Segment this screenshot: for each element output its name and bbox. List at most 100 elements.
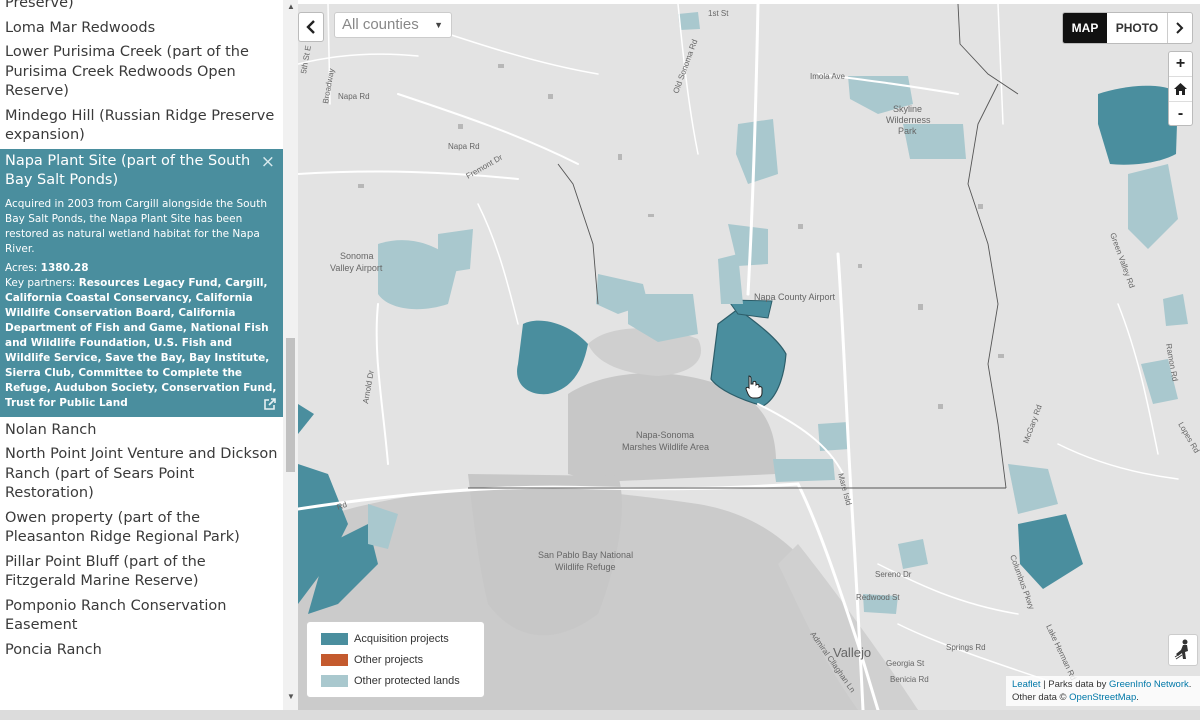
pegman-icon (1174, 639, 1188, 660)
map-label: Wilderness (886, 115, 931, 125)
collapse-sidebar-button[interactable] (298, 12, 324, 42)
list-item-selected[interactable]: Napa Plant Site (part of the South Bay S… (0, 148, 283, 417)
legend-item: Other protected lands (321, 674, 460, 688)
list-item[interactable]: Mindego Hill (Russian Ridge Preserve exp… (0, 105, 283, 149)
map-label: Wildlife Refuge (555, 562, 616, 572)
map-label: Vallejo (833, 645, 871, 660)
map-label: Napa Rd (338, 92, 370, 101)
list-item-label: North Point Joint Venture and Dickson Ra… (5, 446, 278, 501)
street-view-button[interactable] (1168, 634, 1198, 666)
legend-item: Acquisition projects (321, 632, 449, 646)
map-label: Lake Herman Rd (1044, 623, 1078, 682)
scrollbar-thumb[interactable] (286, 338, 295, 472)
map-label: Old Sonoma Rd (671, 38, 699, 95)
list-item-label: Mindego Hill (Russian Ridge Preserve exp… (5, 107, 275, 144)
list-item-label: Poncia Ranch (5, 641, 102, 658)
list-item-label: Pillar Point Bluff (part of the Fitzgera… (5, 553, 206, 590)
legend-label: Other protected lands (354, 675, 460, 687)
attribution-text: | Parks data by (1040, 679, 1110, 690)
photo-basemap-button[interactable]: PHOTO (1107, 13, 1168, 43)
map-label: Marshes Wildlife Area (622, 442, 709, 452)
attribution-line-2: Other data © OpenStreetMap. (1012, 691, 1196, 704)
map-basemap-button[interactable]: MAP (1063, 13, 1107, 43)
map-label: McGary Rd (1021, 404, 1043, 445)
attribution-text: . (1188, 679, 1192, 690)
list-item[interactable]: Pillar Point Bluff (part of the Fitzgera… (0, 551, 283, 595)
legend-swatch (321, 675, 348, 687)
zoom-in-button[interactable]: + (1169, 52, 1192, 77)
acres-label: Acres: (5, 261, 38, 274)
map-label: San Pablo Bay National (538, 550, 633, 560)
close-icon[interactable]: × (260, 151, 275, 172)
map-legend: Acquisition projects Other projects Othe… (306, 621, 485, 698)
attribution-text: Other data © (1012, 692, 1070, 703)
scroll-up-icon[interactable]: ▲ (287, 2, 295, 11)
list-item[interactable]: Preserve) (0, 0, 283, 17)
sidebar-scrollbar[interactable]: ▲ ▼ (283, 0, 298, 710)
chevron-down-icon: ▼ (434, 20, 443, 30)
map-label: Arnold Dr (361, 369, 376, 404)
map-label: Sonoma (340, 251, 374, 261)
map-label: Georgia St (886, 659, 925, 668)
greeninfo-link[interactable]: GreenInfo Network (1109, 679, 1189, 690)
legend-swatch (321, 654, 348, 666)
zoom-control[interactable]: + - (1168, 51, 1193, 126)
list-item-label: Nolan Ranch (5, 421, 97, 438)
attribution-line-1: Leaflet | Parks data by GreenInfo Networ… (1012, 678, 1196, 691)
project-acres: Acres: 1380.28 (5, 261, 278, 276)
list-item-label: Lower Purisima Creek (part of the Purisi… (5, 44, 249, 99)
list-item-label: Pomponio Ranch Conservation Easement (5, 597, 227, 634)
list-item[interactable]: Nolan Ranch (0, 417, 283, 444)
external-link-icon[interactable] (263, 397, 277, 411)
zoom-out-button[interactable]: - (1177, 105, 1184, 122)
map-attribution: Leaflet | Parks data by GreenInfo Networ… (1006, 676, 1200, 706)
chevron-left-icon (306, 20, 315, 34)
list-item[interactable]: Loma Mar Redwoods (0, 17, 283, 42)
map-label: Park (898, 126, 917, 136)
partners-label: Key partners: (5, 276, 76, 289)
map-label: Napa County Airport (754, 292, 836, 302)
map-label: Napa-Sonoma (636, 430, 694, 440)
county-select[interactable]: All counties ▼ (334, 12, 452, 38)
list-item[interactable]: Poncia Ranch (0, 639, 283, 664)
list-item[interactable]: Pomponio Ranch Conservation Easement (0, 595, 283, 639)
map-label: Springs Rd (946, 643, 986, 652)
hand-cursor-icon (745, 375, 763, 399)
county-select-value: All counties (342, 16, 419, 33)
map-label: Sereno Dr (875, 570, 912, 579)
map-label: Redwood St (856, 593, 900, 602)
map-label: Broadway (321, 68, 336, 105)
legend-swatch (321, 633, 348, 645)
map-label: Green Valley Rd (1108, 232, 1136, 290)
map-label: Benicia Rd (890, 675, 929, 684)
acres-value: 1380.28 (40, 261, 89, 274)
scroll-down-icon[interactable]: ▼ (287, 692, 295, 701)
list-item[interactable]: Lower Purisima Creek (part of the Purisi… (0, 41, 283, 105)
legend-item: Other projects (321, 653, 423, 667)
legend-label: Acquisition projects (354, 633, 449, 645)
home-button[interactable] (1169, 77, 1192, 102)
attribution-text: . (1136, 692, 1139, 703)
osm-link[interactable]: OpenStreetMap (1069, 692, 1137, 703)
map-label: Imola Ave (810, 72, 846, 81)
home-icon (1174, 83, 1187, 95)
map-label: Skyline (893, 104, 922, 114)
list-item-label: Owen property (part of the Pleasanton Ri… (5, 509, 240, 546)
leaflet-link[interactable]: Leaflet (1012, 679, 1041, 690)
map-layer: Napa County Airport Sonoma Valley Airpor… (298, 4, 1200, 710)
map-label: Rd (336, 500, 349, 512)
list-item-label: Preserve) (5, 0, 74, 11)
project-partners: Key partners: Resources Legacy Fund, Car… (5, 276, 278, 411)
basemap-toggle[interactable]: MAP PHOTO (1062, 12, 1193, 44)
chevron-right-icon (1176, 22, 1184, 34)
project-list[interactable]: Preserve) Loma Mar Redwoods Lower Purisi… (0, 0, 283, 710)
basemap-next-button[interactable] (1168, 13, 1192, 43)
map-label: Napa Rd (448, 142, 480, 151)
map-label: 5th St E (299, 45, 313, 75)
horizontal-scrollbar[interactable] (0, 710, 1200, 720)
list-item[interactable]: Owen property (part of the Pleasanton Ri… (0, 507, 283, 551)
map-canvas[interactable]: Napa County Airport Sonoma Valley Airpor… (298, 4, 1200, 710)
map-label: Lopes Rd (1176, 421, 1200, 455)
list-item[interactable]: North Point Joint Venture and Dickson Ra… (0, 443, 283, 507)
legend-label: Other projects (354, 654, 424, 666)
